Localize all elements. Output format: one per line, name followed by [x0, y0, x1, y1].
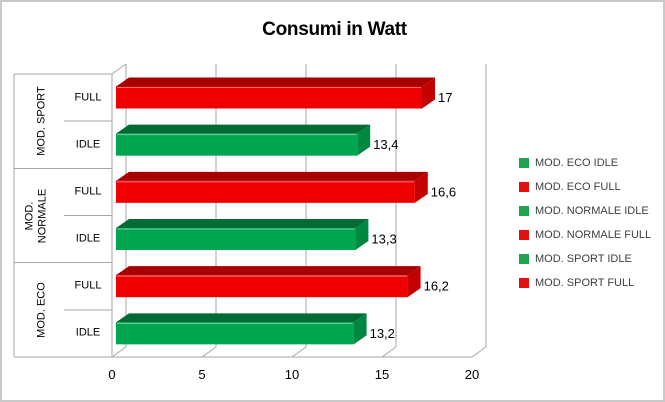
category-sub-label-sport-full: FULL: [74, 91, 102, 104]
bar-end-face: [355, 219, 369, 250]
value-axis-tick-label-10: 10: [285, 367, 299, 382]
category-sub-label-eco-idle: IDLE: [75, 326, 101, 339]
legend-item-mod-normale-full: MOD. NORMALE FULL: [519, 223, 651, 247]
bar-value-label: 13,2: [370, 326, 395, 341]
category-sub-label-sport-idle: IDLE: [75, 138, 101, 151]
legend-item-label: MOD. NORMALE IDLE: [535, 205, 649, 217]
legend-item-mod-sport-idle: MOD. SPORT IDLE: [519, 247, 651, 271]
bar-mod-sport-idle: 13,4: [116, 124, 399, 156]
legend-item-label: MOD. ECO FULL: [535, 181, 621, 193]
bar-end-face: [353, 313, 367, 345]
legend-item-label: MOD. SPORT FULL: [535, 277, 635, 289]
category-sub-label-normale-full: FULL: [74, 185, 102, 198]
legend-swatch-icon: [519, 278, 529, 288]
category-group-label-mod-sport: MOD. SPORT: [35, 86, 48, 156]
category-sub-label-normale-idle: IDLE: [75, 232, 101, 245]
floor-depth-line-5: [201, 346, 217, 358]
chart-title: Consumi in Watt: [262, 19, 407, 40]
bar-front-face: [116, 275, 408, 298]
bar-top-face: [116, 313, 367, 323]
bar-mod-normale-idle: 13,3: [116, 219, 397, 250]
bar-mod-normale-full: 16,6: [116, 171, 456, 203]
floor-depth-line-10: [291, 346, 307, 358]
value-axis-tick-label-0: 0: [108, 367, 115, 382]
bar-front-face: [116, 86, 422, 109]
value-axis-tick-label-5: 5: [198, 367, 205, 382]
legend-swatch-icon: [519, 158, 529, 168]
bar-top-face: [116, 171, 428, 181]
bar-mod-eco-idle: 13,2: [116, 313, 395, 345]
legend-item-mod-eco-full: MOD. ECO FULL: [519, 175, 651, 199]
legend-item-mod-sport-full: MOD. SPORT FULL: [519, 271, 651, 295]
category-group-label-mod-eco: MOD. ECO: [35, 282, 48, 338]
bar-value-label: 16,2: [424, 279, 449, 294]
bar-value-label: 17: [438, 90, 452, 105]
value-axis-tick-label-20: 20: [465, 367, 479, 382]
bar-top-face: [116, 219, 369, 228]
legend: MOD. ECO IDLE MOD. ECO FULL MOD. NORMALE…: [519, 151, 651, 295]
bar-end-face: [357, 124, 371, 156]
bar-end-face: [414, 171, 428, 203]
legend-item-mod-eco-idle: MOD. ECO IDLE: [519, 151, 651, 175]
floor-depth-line-20: [471, 346, 487, 358]
floor-depth-line-15: [381, 346, 397, 358]
bar-front-face: [116, 180, 415, 203]
value-axis-tick-label-15: 15: [375, 367, 389, 382]
category-group-label-mod-normale: MOD. NORMALE: [23, 188, 48, 244]
bar-front-face: [116, 133, 358, 156]
bar-front-face: [116, 322, 354, 345]
bar-front-face: [116, 228, 356, 250]
legend-swatch-icon: [519, 254, 529, 264]
legend-item-mod-normale-idle: MOD. NORMALE IDLE: [519, 199, 651, 223]
legend-swatch-icon: [519, 206, 529, 216]
bar-value-label: 13,3: [371, 232, 396, 247]
legend-item-label: MOD. ECO IDLE: [535, 157, 619, 169]
floor-depth-line-0: [111, 346, 127, 358]
legend-swatch-icon: [519, 230, 529, 240]
bar-mod-eco-full: 16,2: [116, 266, 449, 298]
category-sub-label-eco-full: FULL: [74, 279, 102, 292]
bar-top-face: [116, 77, 435, 87]
wall-top-depth-line: [111, 63, 127, 75]
bar-value-label: 16,6: [431, 184, 456, 199]
legend-item-label: MOD. SPORT IDLE: [535, 253, 632, 265]
bar-end-face: [407, 266, 421, 298]
legend-item-label: MOD. NORMALE FULL: [535, 229, 652, 241]
legend-swatch-icon: [519, 182, 529, 192]
bar-top-face: [116, 124, 371, 134]
bar-top-face: [116, 266, 421, 276]
bar-end-face: [422, 77, 435, 109]
bar-value-label: 13,4: [373, 137, 398, 152]
bar-mod-sport-full: 17: [116, 77, 452, 109]
